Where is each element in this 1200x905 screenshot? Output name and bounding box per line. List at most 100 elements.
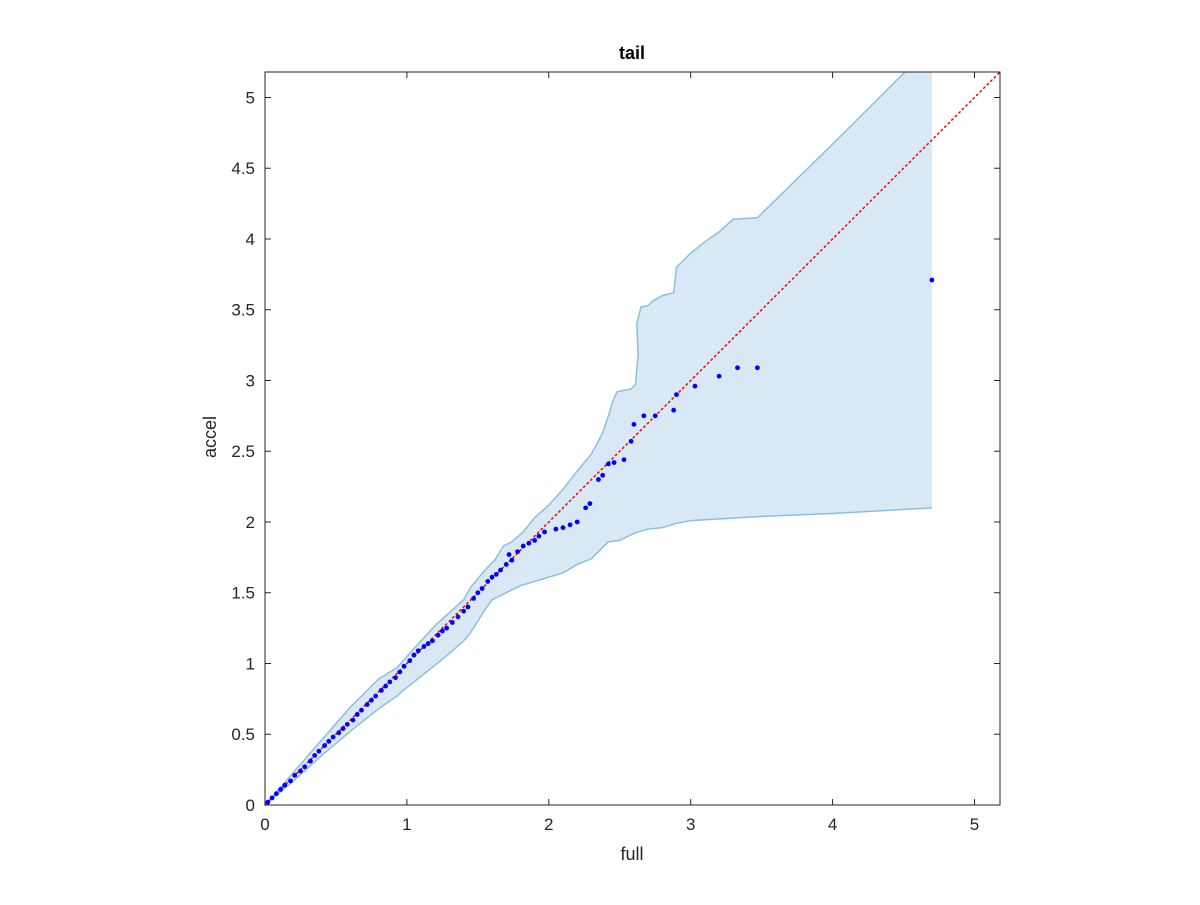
- data-point: [292, 772, 298, 778]
- x-axis-label: full: [620, 844, 643, 864]
- data-point: [278, 787, 284, 792]
- data-point: [415, 648, 421, 654]
- y-tick-label: 4: [246, 230, 255, 249]
- data-point: [692, 383, 698, 389]
- data-point: [553, 526, 559, 532]
- data-point: [641, 413, 647, 419]
- data-point: [316, 748, 322, 754]
- data-point: [444, 625, 450, 631]
- x-tick-label: 1: [402, 815, 411, 834]
- x-tick-label: 4: [828, 815, 837, 834]
- data-point: [503, 562, 509, 567]
- data-point: [536, 533, 542, 539]
- reference-line-segment: [264, 71, 1001, 806]
- axes-frame: [264, 71, 1001, 806]
- data-point: [302, 764, 308, 770]
- data-point: [373, 693, 379, 699]
- data-point: [754, 365, 760, 371]
- y-tick-label: 4.5: [231, 159, 255, 178]
- data-point: [479, 586, 485, 591]
- data-point: [493, 571, 499, 577]
- data-point: [387, 679, 393, 685]
- data-point: [322, 743, 327, 748]
- data-point: [449, 620, 455, 625]
- data-point: [596, 477, 601, 482]
- x-tick-label: 0: [260, 815, 269, 834]
- data-point: [674, 392, 679, 398]
- data-point: [439, 628, 445, 634]
- data-point: [401, 663, 407, 669]
- data-point: [485, 579, 491, 584]
- data-point: [393, 675, 398, 681]
- data-point: [340, 726, 346, 731]
- data-point: [583, 505, 589, 511]
- data-point: [326, 738, 332, 744]
- data-point: [421, 644, 427, 649]
- data-point: [631, 421, 637, 427]
- data-point: [515, 549, 520, 555]
- data-point: [471, 596, 476, 601]
- data-point: [354, 712, 360, 717]
- data-point: [461, 608, 467, 614]
- data-point: [312, 753, 318, 758]
- data-point: [344, 721, 350, 727]
- data-point: [282, 782, 288, 788]
- confidence-band: [264, 71, 932, 806]
- data-point: [364, 702, 370, 707]
- y-tick-label: 1.5: [231, 584, 255, 603]
- data-point: [298, 768, 303, 774]
- y-tick-label: 2: [246, 513, 255, 532]
- data-point: [567, 522, 573, 528]
- data-point: [308, 758, 313, 764]
- data-point: [520, 543, 526, 549]
- confidence-band-fill: [265, 72, 932, 805]
- y-tick-label: 3: [246, 371, 255, 390]
- data-point: [273, 791, 279, 797]
- data-point: [735, 365, 740, 371]
- data-point: [383, 683, 389, 689]
- data-point: [506, 552, 512, 557]
- data-points: [265, 277, 935, 805]
- data-point: [378, 687, 384, 693]
- data-point: [330, 734, 336, 740]
- y-tick-label: 1: [246, 654, 255, 673]
- data-point: [716, 373, 722, 379]
- reference-line: [264, 71, 1001, 806]
- data-point: [475, 590, 481, 596]
- data-point: [288, 778, 293, 784]
- y-tick-label: 5: [246, 88, 255, 107]
- x-tick-label: 3: [686, 815, 695, 834]
- data-point: [498, 567, 503, 573]
- data-point: [350, 717, 356, 723]
- data-point: [605, 461, 611, 467]
- data-point: [600, 472, 606, 478]
- axis-ticks: 0 1 2 3 4 5 0 0.5 1 1.5 2 2.5 3 3.5 4 4.5 5: [231, 72, 1000, 834]
- data-point: [628, 438, 634, 444]
- data-point: [430, 638, 435, 644]
- data-point: [587, 501, 593, 506]
- data-point: [671, 407, 677, 413]
- data-point: [455, 614, 461, 620]
- data-point: [929, 277, 935, 283]
- data-point: [435, 632, 441, 638]
- data-point: [532, 537, 537, 543]
- data-point: [526, 540, 532, 546]
- data-point: [509, 557, 515, 563]
- data-point: [269, 795, 275, 801]
- data-point: [542, 529, 547, 535]
- y-tick-label: 2.5: [231, 442, 255, 461]
- data-point: [465, 604, 471, 610]
- data-point: [359, 707, 364, 713]
- x-tick-label: 5: [970, 815, 979, 834]
- y-axis-label: accel: [200, 416, 220, 458]
- x-tick-label: 2: [544, 815, 553, 834]
- data-point: [369, 697, 374, 703]
- data-point: [336, 730, 342, 736]
- data-point: [489, 574, 495, 580]
- data-point: [574, 519, 580, 525]
- data-point: [397, 669, 403, 675]
- data-point: [560, 525, 566, 531]
- y-tick-label: 3.5: [231, 301, 255, 320]
